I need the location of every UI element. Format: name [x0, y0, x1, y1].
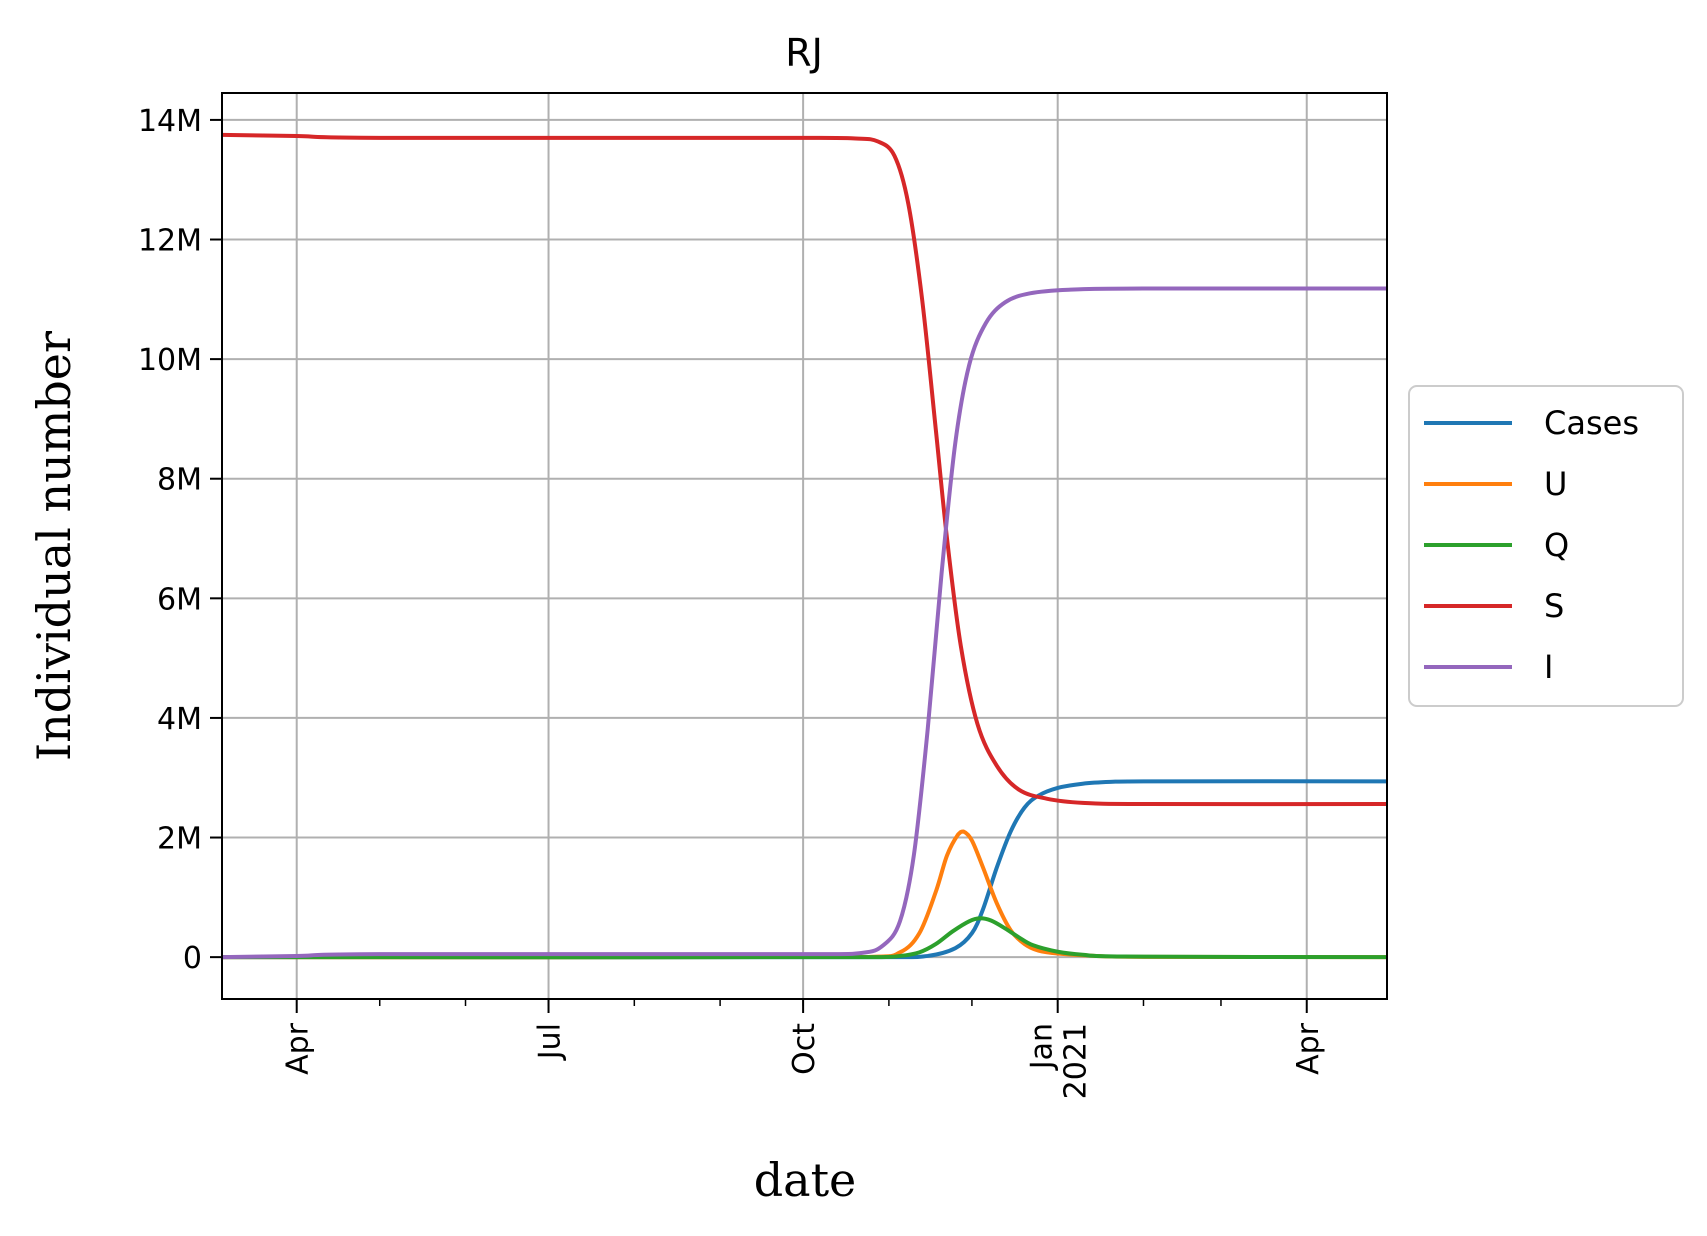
legend-box — [1408, 385, 1684, 707]
plot-frame — [221, 92, 1388, 1000]
y-tick-label: 6M — [157, 582, 202, 617]
legend-label-i: I — [1544, 648, 1553, 686]
y-tick-label: 12M — [138, 224, 202, 259]
y-tick-label: 10M — [138, 343, 202, 378]
grid — [222, 93, 1387, 999]
series-line-s — [221, 132, 1388, 807]
y-axis-label: Individual number — [27, 331, 81, 761]
x-axis-label: date — [754, 1153, 857, 1207]
legend-label-s: S — [1544, 587, 1564, 625]
x-tick-label: Jan2021 — [1025, 1023, 1094, 1099]
y-tick-label: 4M — [157, 702, 202, 737]
series-line-q — [221, 916, 1388, 960]
x-tick-label: Apr — [281, 1022, 316, 1075]
legend-label-q: Q — [1544, 526, 1569, 564]
y-tick-label: 0 — [183, 941, 202, 976]
series-lines — [221, 132, 1388, 960]
y-tick-label: 14M — [138, 104, 202, 139]
x-tick-label: Jul — [533, 1023, 568, 1061]
chart-title: RJ — [785, 31, 823, 75]
y-tick-label: 8M — [157, 463, 202, 498]
y-tick-label: 2M — [157, 822, 202, 857]
y-axis-ticks: 0 2M 4M 6M 8M 10M 12M 14M — [138, 104, 222, 976]
legend-label-u: U — [1544, 465, 1567, 503]
x-tick-label: Oct — [787, 1023, 822, 1075]
series-line-i — [221, 286, 1388, 960]
x-tick-label: Apr — [1291, 1022, 1326, 1075]
legend-label-cases: Cases — [1544, 404, 1639, 442]
x-axis-ticks: Apr Jul Oct Jan2021 Apr — [281, 999, 1326, 1099]
